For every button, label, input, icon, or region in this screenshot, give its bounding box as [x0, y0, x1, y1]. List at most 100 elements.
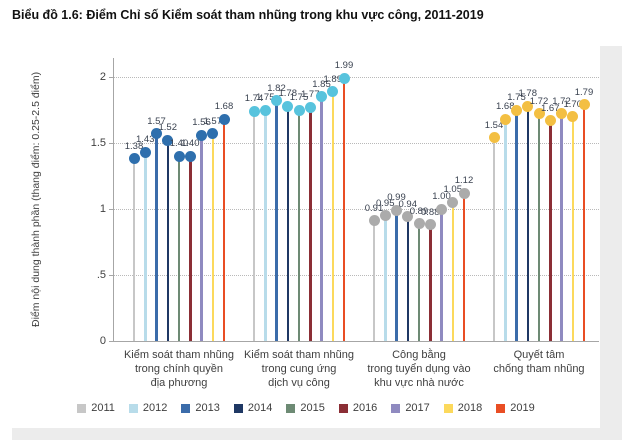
data-point-dot [413, 218, 425, 230]
stem-2018 [451, 202, 454, 341]
value-label: 1.57 [147, 115, 166, 127]
data-point-dot [304, 101, 316, 113]
data-point-dot [379, 210, 391, 222]
legend-item-2015: 2015 [286, 402, 325, 414]
y-tick-label: 0 [99, 335, 106, 347]
legend-year-label: 2019 [510, 402, 535, 414]
legend-swatch [496, 403, 506, 413]
gridline [114, 143, 599, 144]
legend-item-2011: 2011 [77, 402, 115, 414]
value-label: 0.99 [387, 192, 406, 204]
x-group-label-line: trong chính quyền [134, 363, 224, 375]
stem-2015 [297, 110, 301, 341]
value-label: 1.43 [136, 134, 155, 146]
value-label: 1.78 [278, 88, 298, 100]
gridline [114, 209, 599, 210]
data-point-dot [556, 108, 567, 120]
value-label: 1.57 [203, 115, 223, 127]
stem-2011 [372, 220, 376, 341]
x-group-label: Kiểm soát tham nhũng trong cung ứng dịch v… [219, 348, 379, 390]
value-label: 1.78 [518, 88, 538, 100]
stem-2016 [429, 224, 432, 341]
y-tick-label: 2 [99, 71, 106, 83]
data-point-dot [402, 211, 414, 223]
y-tick-mark [109, 341, 114, 342]
value-label: 1.72 [529, 95, 549, 107]
page-title: Biểu đồ 1.6: Điểm Chỉ số Kiểm soát tham … [12, 8, 484, 22]
value-label: 1.68 [214, 101, 234, 113]
gridline [114, 77, 599, 78]
stem-2019 [582, 104, 586, 341]
data-point-dot [271, 95, 282, 107]
x-group-label: Kiểm soát tham nhũng trong chính quyền địa… [99, 348, 259, 390]
value-label: 1.68 [496, 101, 515, 113]
stem-2014 [166, 140, 169, 341]
value-label: 1.85 [312, 78, 331, 90]
y-axis-label: Điểm nội dung thành phần (thang điểm: 0.… [30, 71, 42, 328]
legend-swatch [443, 403, 453, 413]
x-group-label-line: trong tuyển dụng vào [367, 363, 471, 375]
stem-2017 [440, 209, 443, 341]
value-label: 1.89 [323, 73, 343, 85]
data-point-dot [316, 91, 327, 103]
value-label: 1.75 [256, 92, 275, 103]
stem-2016 [189, 156, 192, 341]
value-label: 1.99 [334, 60, 354, 72]
y-tick-mark [109, 275, 114, 276]
value-label: 1.05 [443, 184, 463, 196]
value-label: 1.54 [484, 119, 504, 131]
data-point-dot [259, 104, 271, 116]
plot-area: 0.5 1 1.5 2 1.38 1.43 1.57 1.52 1.40 1.40 1.56 1.57… [91, 58, 599, 389]
legend-item-2012: 2012 [128, 402, 167, 414]
data-point-dot [338, 72, 350, 84]
stem-2017 [320, 96, 323, 341]
value-label: 1.38 [124, 140, 144, 152]
legend-item-2017: 2017 [391, 402, 430, 414]
value-label: 1.56 [192, 117, 211, 129]
value-label: 0.89 [409, 205, 429, 217]
stem-2018 [211, 133, 214, 341]
value-label: 1.12 [454, 175, 474, 187]
data-point-dot [391, 204, 402, 216]
y-tick-mark [109, 209, 114, 210]
stem-2019 [462, 193, 466, 341]
legend-swatch [233, 403, 243, 413]
stem-2017 [560, 113, 563, 341]
legend-year-label: 2013 [195, 402, 220, 414]
legend-swatch [338, 403, 348, 413]
data-point-dot [544, 115, 556, 127]
x-group-label-line: dịch vụ công [268, 377, 330, 389]
value-label: 1.40 [169, 138, 189, 150]
stem-2012 [144, 152, 147, 341]
x-group-label-line: Công bằng [392, 349, 446, 361]
legend-swatch [391, 403, 401, 413]
legend-item-2019: 2019 [496, 402, 535, 414]
legend-year-label: 2015 [300, 402, 325, 414]
gridline [114, 275, 599, 276]
stem-2013 [515, 110, 518, 341]
legend-swatch [181, 403, 191, 413]
stem-2016 [309, 107, 312, 341]
legend-year-label: 2018 [457, 402, 483, 414]
stem-2016 [549, 120, 552, 341]
x-group-label-line: Kiểm soát tham nhũng [123, 349, 235, 361]
data-point-dot [282, 100, 294, 112]
data-point-dot [293, 104, 305, 116]
data-point-dot [162, 134, 174, 146]
stem-2012 [264, 110, 267, 341]
x-group-label-line: Quyết tâm [513, 349, 565, 361]
value-label: 1.75 [289, 92, 309, 103]
legend-item-2014: 2014 [233, 402, 272, 414]
stem-2012 [504, 119, 507, 341]
value-label: 1.79 [574, 86, 594, 98]
x-group-label-line: trong cung ứng [261, 363, 337, 375]
value-label: 1.77 [301, 89, 320, 101]
stem-2013 [395, 210, 398, 341]
y-tick-label: .5 [96, 269, 106, 281]
legend-item-2013: 2013 [181, 402, 220, 414]
legend: 2011 2012 2013 2014 2015 2016 2017 2018 2019 [12, 402, 600, 414]
value-label: 1.00 [432, 191, 451, 202]
stem-2018 [571, 116, 574, 341]
value-label: 0.94 [398, 198, 418, 210]
